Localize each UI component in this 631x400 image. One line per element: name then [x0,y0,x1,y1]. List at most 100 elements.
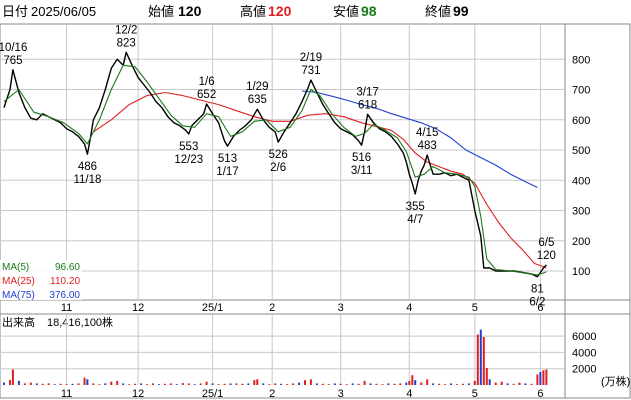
volume-total: 18,416,100株 [47,315,113,329]
price-y-tick-label: 700 [572,85,590,97]
price-grid [0,25,565,299]
volume-bar [298,382,300,385]
volume-x-tick-label: 11 [61,388,72,400]
annotation-date: 12/2 [115,24,137,36]
volume-x-tick-label: 6 [537,388,543,400]
legend-ma25-value: 110.20 [50,276,80,287]
price-x-tick-label: 11 [61,302,72,314]
volume-bar [545,369,548,385]
volume-bar [169,383,172,385]
volume-bar [116,380,119,385]
price-y-tick-label: 300 [572,206,590,218]
volume-bar [482,337,485,385]
volume-bar [512,383,515,385]
volume-bar [83,377,86,385]
volume-bar [456,384,458,385]
volume-bar [65,384,68,385]
volume-bar [473,380,476,385]
annotation-date: 11/18 [73,174,101,186]
volume-x-axis: 11 12 25/1 2 3 4 5 6 [61,388,544,400]
annotation-value: 513 [218,153,237,165]
price-y-tick-label: 500 [572,145,590,157]
volume-bar [253,380,256,385]
annotation-value: 652 [197,89,216,101]
volume-bar [432,383,435,385]
legend-ma75-value: 376.00 [49,290,80,301]
volume-header: 出来高 18,416,100株 [2,315,113,329]
volume-bar [405,382,408,385]
volume-bar [357,383,360,385]
volume-bar [494,382,497,385]
volume-bar [217,384,220,385]
volume-bar [29,382,32,385]
annotation-date: 10/16 [0,42,27,54]
volume-bar [426,379,429,385]
volume-bar [92,383,95,385]
volume-bar [158,384,160,385]
volume-bar [268,384,271,385]
high-label: 高値 [240,4,266,19]
volume-bar [506,383,509,385]
volume-y-axis: 2000 4000 6000 [572,331,596,376]
price-series [3,51,547,278]
volume-bar [104,383,107,385]
low-label: 安値 [333,4,359,19]
volume-bar [3,382,5,385]
annotation-value: 526 [269,149,288,161]
volume-bar [241,383,244,385]
annotation-value: 635 [248,94,267,106]
annotation-date: 3/11 [351,165,373,177]
annotation-value: 553 [179,141,198,153]
volume-x-tick-label: 4 [406,388,412,400]
volume-bar [140,383,143,385]
volume-bar [309,379,312,385]
annotation-value: 355 [406,201,425,213]
annotation-date: 1/29 [246,81,268,93]
volume-bar [393,383,396,385]
volume-bar [479,329,482,385]
series-line-ma25 [93,91,547,269]
volume-bar [223,383,226,385]
series-line-ma75 [301,90,538,188]
price-y-axis: 100 200 300 400 500 600 700 800 [572,54,590,278]
volume-x-tick-label: 25/1 [202,388,223,400]
volume-bar [375,383,378,385]
price-y-tick-label: 800 [572,54,590,66]
volume-bar [247,383,250,385]
volume-bar [467,383,470,385]
volume-bar [387,383,390,385]
annotation-date: 1/6 [199,76,215,88]
volume-bar [71,383,74,385]
volume-bar [333,383,336,385]
volume-x-tick-label: 2 [269,388,275,400]
volume-bar [408,380,411,385]
volume-bar [399,383,402,385]
date-label: 日付 [2,4,28,19]
volume-bar [485,367,488,385]
volume-bar [77,383,80,385]
price-y-tick-label: 400 [572,175,590,187]
volume-bar [23,383,26,385]
series-line-ma5 [3,64,547,276]
price-x-tick-label: 6 [537,302,543,314]
volume-bar [193,384,196,385]
annotation-value: 516 [352,152,371,164]
header-bar: 日付 2025/06/05 始値 120 高値 120 安値 98 終値 99 [2,3,469,19]
volume-bar [262,383,265,385]
price-y-tick-label: 200 [572,236,590,248]
volume-bar [181,383,184,385]
annotation-date: 2/6 [270,162,286,174]
legend-box [0,260,82,300]
volume-bar [315,383,318,385]
annotation-date: 4/15 [416,127,438,139]
volume-x-tick-label: 12 [132,388,144,400]
annotation-date: 3/17 [356,86,378,98]
volume-x-tick-label: 5 [472,388,478,400]
volume-bar [530,383,533,385]
volume-bar [235,383,238,385]
price-x-axis: 11 12 25/1 2 3 4 5 6 [61,302,544,314]
volume-bar [524,383,527,385]
annotation-value: 120 [537,250,556,262]
